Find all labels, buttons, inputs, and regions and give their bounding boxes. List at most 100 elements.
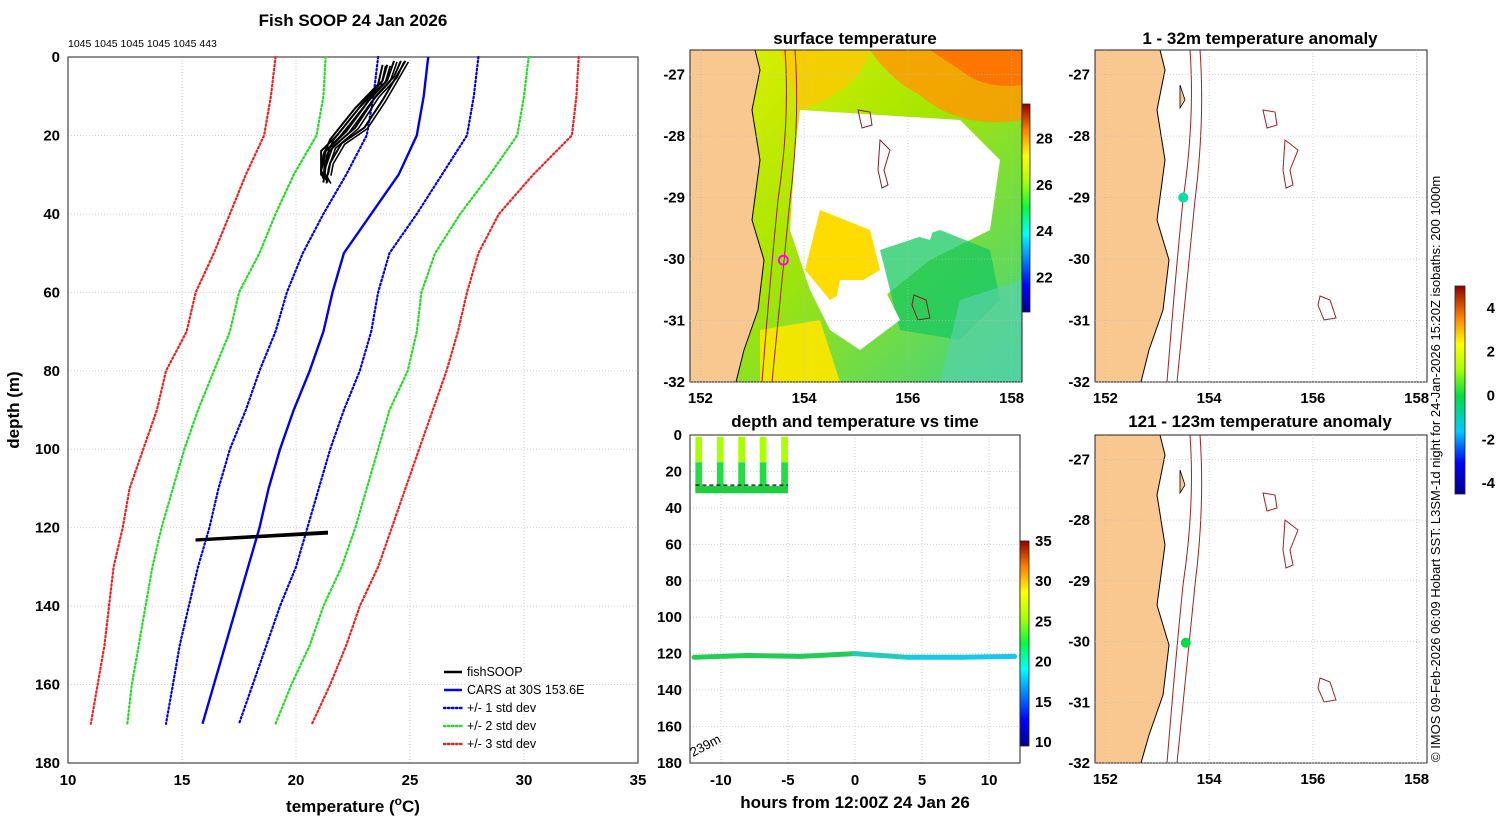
colorbar-tick-label: -2 — [1482, 431, 1495, 448]
time-depth-deep-track — [691, 651, 1018, 660]
y-tick-label: 80 — [43, 363, 60, 380]
y-tick-label: -30 — [1068, 634, 1090, 651]
anomaly-colorbar — [1454, 285, 1466, 495]
x-tick-label: 10 — [981, 772, 998, 789]
x-tick-label: 15 — [174, 772, 191, 789]
x-tick-label: 158 — [1404, 390, 1429, 407]
x-tick-label: 152 — [1093, 390, 1118, 407]
y-tick-label: -28 — [663, 128, 685, 145]
profile-tick-labels: 10 15 20 25 30 35 0 20 40 60 80 100 120 140 160 180 — [35, 49, 646, 789]
y-tick-label: 60 — [665, 536, 682, 553]
y-tick-label: 140 — [657, 682, 682, 699]
y-tick-label: 120 — [35, 520, 60, 537]
colorbar-tick-label: 28 — [1036, 131, 1053, 148]
legend-label: fishSOOP — [467, 665, 523, 679]
y-tick-label: -29 — [663, 190, 685, 207]
series--3-std-dev-lower- — [89, 55, 277, 725]
series--2-std-dev-upper- — [274, 55, 530, 725]
deep-track-segment — [851, 651, 911, 660]
anomaly-shallow-tick-labels: 152 154 156 158 -27 -28 -29 -30 -31 -32 — [1068, 67, 1429, 407]
x-tick-label: 154 — [1197, 771, 1223, 788]
profile-chart: Fish SOOP 24 Jan 2026 1045 1045 1045 104… — [4, 11, 646, 816]
y-tick-label: 0 — [52, 49, 60, 66]
legend-label: +/- 1 std dev — [467, 701, 537, 715]
cast-column — [738, 436, 745, 463]
cast-column — [738, 462, 745, 492]
anomaly-deep-points — [1180, 637, 1191, 648]
profile-axes-frame — [67, 56, 639, 764]
series--1-std-dev-upper- — [237, 55, 480, 725]
series--3-std-dev-upper- — [310, 55, 580, 725]
time-depth-casts — [695, 436, 788, 494]
y-tick-label: -31 — [1068, 313, 1090, 330]
cast-column — [781, 436, 788, 463]
time-depth-colorbar-ticks: 10 15 20 25 30 35 — [1035, 533, 1052, 751]
y-tick-label: -30 — [663, 251, 685, 268]
colorbar-tick-label: 0 — [1487, 387, 1495, 404]
y-tick-label: 80 — [665, 573, 682, 590]
colorbar-tick-label: 26 — [1036, 177, 1053, 194]
y-tick-label: -29 — [1068, 190, 1090, 207]
y-tick-label: 160 — [657, 719, 682, 736]
colorbar-tick-label: 22 — [1036, 269, 1053, 286]
y-tick-label: 20 — [665, 463, 682, 480]
x-tick-label: 158 — [999, 390, 1024, 407]
anomaly-deep-coast — [1095, 435, 1337, 763]
deep-track-segment — [691, 652, 750, 660]
x-tick-label: 35 — [630, 772, 647, 789]
time-depth-colorbar — [1019, 540, 1030, 747]
x-tick-label: 10 — [60, 772, 77, 789]
x-tick-label: 25 — [402, 772, 419, 789]
station-marker — [777, 254, 789, 266]
y-tick-label: 40 — [43, 206, 60, 223]
legend-label: +/- 2 std dev — [467, 719, 537, 733]
y-tick-label: -30 — [1068, 251, 1090, 268]
y-tick-label: -32 — [663, 374, 685, 391]
y-tick-label: -31 — [1068, 694, 1090, 711]
colorbar-tick-label: 4 — [1487, 300, 1496, 317]
y-tick-label: -27 — [663, 67, 685, 84]
sst-field — [690, 50, 1022, 382]
fishsoop-deep-segment — [195, 532, 328, 542]
x-tick-label: 154 — [1197, 390, 1223, 407]
x-tick-label: 20 — [288, 772, 305, 789]
profile-xlabel: temperature (oC) — [286, 794, 420, 816]
x-tick-label: 156 — [895, 390, 920, 407]
sst-map: surface temperature 152 154 156 158 -27 -28 -2… — [663, 29, 1053, 407]
profile-legend: fishSOOP CARS at 30S 153.6E +/- 1 std dev +… — [442, 665, 584, 751]
xlabel-main: temperature ( — [286, 797, 395, 816]
y-tick-label: 160 — [35, 677, 60, 694]
profile-series — [89, 55, 580, 725]
colorbar-tick-label: 24 — [1036, 223, 1053, 240]
anomaly-point — [1178, 192, 1189, 203]
profile-fishsoop-casts — [195, 60, 410, 542]
y-tick-label: 140 — [35, 598, 60, 615]
x-tick-label: 158 — [1404, 771, 1429, 788]
y-tick-label: -27 — [1068, 67, 1090, 84]
cast-column — [716, 436, 724, 463]
legend-label: CARS at 30S 153.6E — [467, 683, 584, 697]
bottom-depth-label: 239m — [687, 731, 723, 760]
sst-grid — [690, 50, 1022, 383]
y-tick-label: 0 — [674, 427, 682, 444]
y-tick-label: -32 — [1068, 374, 1090, 391]
xlabel-degree: o — [395, 794, 402, 808]
x-tick-label: -5 — [781, 772, 794, 789]
colorbar-tick-label: 30 — [1035, 573, 1052, 590]
fishsoop-cast — [323, 65, 387, 184]
fishsoop-cast — [326, 60, 407, 175]
anomaly-shallow-grid — [1095, 50, 1427, 383]
y-tick-label: 60 — [43, 284, 60, 301]
sst-title: surface temperature — [773, 29, 936, 48]
sst-colorbar-ticks: 22 24 26 28 — [1036, 131, 1053, 287]
sst-tick-labels: 152 154 156 158 -27 -28 -29 -30 -31 -32 — [663, 67, 1024, 407]
profile-ylabel: depth (m) — [4, 371, 23, 448]
y-tick-label: -32 — [1068, 755, 1090, 772]
colorbar-tick-label: 35 — [1035, 533, 1052, 550]
fishsoop-cast — [320, 64, 384, 183]
anomaly-shallow-coast — [1095, 50, 1337, 382]
y-tick-label: 120 — [657, 646, 682, 663]
y-tick-label: -27 — [1068, 451, 1090, 468]
